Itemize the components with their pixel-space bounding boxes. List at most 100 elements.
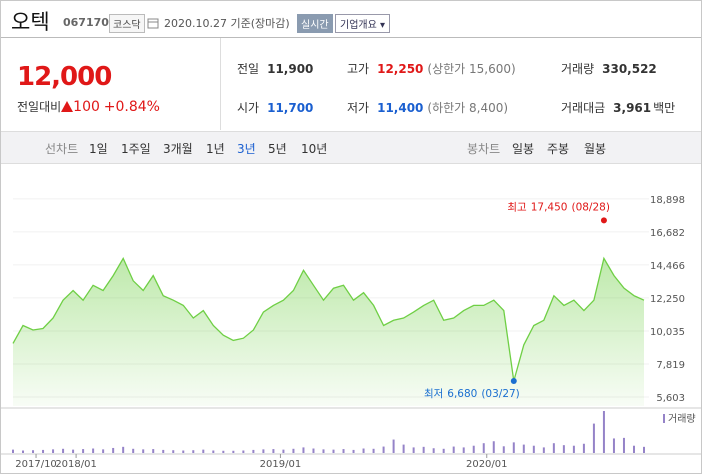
up-icon [61,101,74,112]
period-tabs: 선차트 1일 1주일 3개월 1년 3년 5년 10년 봉차트 일봉 주봉 월봉 [1,131,701,164]
y-tick-label: 10,035 [650,327,685,338]
candle-tab[interactable]: 월봉 [584,142,607,156]
price-area [13,258,644,406]
change: 전일대비 100 +0.84% [17,98,160,115]
change-rate: +0.84% [103,99,160,115]
y-tick-label: 7,819 [656,360,685,371]
stat-label: 거래량 [561,62,595,76]
stat-value: 330,522 [602,62,657,76]
volume-bar [412,447,415,453]
stock-name: 오텍 [11,10,50,34]
min-dot [510,377,517,384]
price-line [12,256,645,382]
volume-bar [82,449,85,453]
volume-bar [132,448,135,453]
min-value-label: 6,680 [447,388,477,400]
volume-bar [432,448,435,453]
period-tab[interactable]: 10년 [301,142,328,156]
volume-bar [32,450,35,453]
x-tick-label: 2020/01 [466,459,508,470]
stat-value: 12,250 [377,62,424,76]
period-tab[interactable]: 3년 [237,142,256,156]
realtime-button[interactable]: 실시간 [297,14,333,33]
volume-bar [72,449,75,453]
volume-bar [52,449,55,453]
header: 오텍 067170 코스닥 2020.10.27 기준(장마감) 실시간 기업개… [1,1,701,38]
volume-bar [342,449,345,453]
legend-text: 거래량 [668,413,696,425]
overview-text: 기업개요 [340,20,377,31]
volume-bar [22,450,25,453]
volume-bar [142,449,145,453]
volume-bar [542,447,545,453]
max-annotation: 최고 17,450 (08/28) [507,201,610,213]
volume-bar [162,449,165,453]
stat-cell: 전일 11,900 [237,60,313,77]
y-tick-label: 12,250 [650,294,685,305]
period-tab[interactable]: 1일 [89,142,108,156]
stat-value: 11,700 [267,101,314,115]
volume-bar [452,446,455,453]
period-tab[interactable]: 1주일 [121,142,151,156]
change-value: 100 [73,99,100,115]
x-tick-label: 2018/01 [55,459,97,470]
base-date: 2020.10.27 기준(장마감) [164,17,290,30]
stat-cell: 저가 11,400 (하한가 8,400) [347,99,508,116]
candle-tab[interactable]: 주봉 [547,142,570,156]
y-tick-label: 16,682 [650,228,685,239]
volume-bar [12,449,14,453]
volume-bar [62,448,65,453]
volume-bar [322,449,325,453]
volume-bar [482,443,485,453]
period-tab[interactable]: 3개월 [163,142,193,156]
stat-cell: 거래대금 3,961 백만 [561,99,675,116]
max-label: 최고 [507,201,527,213]
stat-unit: 백만 [653,101,676,115]
volume-bar [382,446,385,453]
stat-cell: 시가 11,700 [237,99,313,116]
volume-bar [192,450,195,453]
max-date: (08/28) [571,201,609,213]
candle-tab[interactable]: 일봉 [512,142,535,156]
volume-bar [492,441,495,453]
volume-bar [102,449,105,453]
volume-bar [172,450,175,453]
volume-bar [212,450,215,453]
y-tick-label: 14,466 [650,261,685,272]
period-tab[interactable]: 5년 [268,142,287,156]
stat-label: 거래대금 [561,101,606,115]
tab-label: 선차트 [45,142,79,156]
tab-label: 봉차트 [467,142,501,156]
max-value-label: 17,450 [531,201,568,213]
volume-bar [362,448,365,453]
overview-button[interactable]: 기업개요 ▾ [335,14,391,33]
volume-bar [302,447,305,453]
volume-bar [182,450,185,453]
volume-bar [502,446,505,453]
period-tab[interactable]: 1년 [206,142,225,156]
stat-cell: 거래량 330,522 [561,60,657,77]
volume-bar [42,449,45,453]
volume-bar [312,448,315,453]
max-dot [600,217,607,224]
volume-bar [352,449,355,453]
y-tick-label: 5,603 [656,393,685,404]
volume-bar [232,450,235,453]
volume-bar [562,445,565,453]
volume-bar [442,448,445,453]
volume-bar [462,447,465,453]
stat-value: 3,961 [613,101,652,115]
volume-bar [602,411,605,453]
legend-swatch [663,414,665,423]
change-label: 전일대비 [17,100,62,114]
volume-bar [632,445,635,453]
volume-bar [262,449,265,453]
volume-bar [252,449,255,453]
volume-bar [372,448,375,453]
volume-bar [582,443,585,453]
volume-bar [422,446,425,453]
stats: 전일 11,900 고가 12,250 (상한가 15,600) 거래량 330,522 시가… [221,38,701,130]
volume-bar [612,438,615,453]
